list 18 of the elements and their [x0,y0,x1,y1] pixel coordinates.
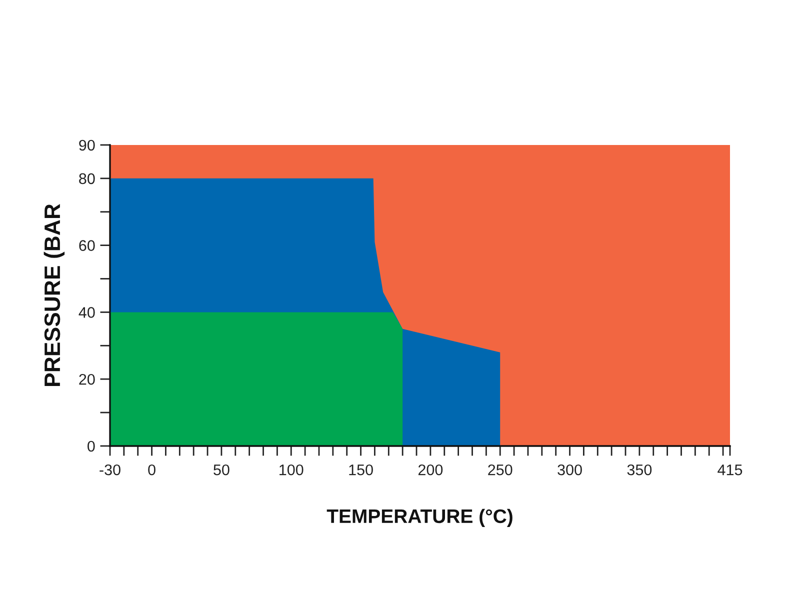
x-tick-label: 100 [280,464,304,476]
y-tick-label: 40 [78,307,95,318]
x-tick-label: 250 [488,464,512,476]
y-tick-label: 90 [79,140,95,151]
y-axis-title: PRESSURE (BAR [44,204,65,386]
x-axis-title: TEMPERATURE (°C) [326,508,512,527]
x-tick-label: 415 [718,464,742,476]
x-tick-label: 200 [418,464,443,476]
y-tick-label: 20 [79,374,95,385]
y-tick-label: 60 [79,240,95,251]
x-tick-label: 350 [627,464,652,476]
x-tick-label: -30 [100,464,120,476]
x-tick-label: 300 [558,464,582,476]
y-tick-label: 0 [88,440,95,452]
y-tick-label: 80 [79,173,95,184]
x-tick-label: 150 [349,464,373,476]
x-tick-label: 50 [214,464,230,476]
x-tick-label: 0 [148,464,156,476]
